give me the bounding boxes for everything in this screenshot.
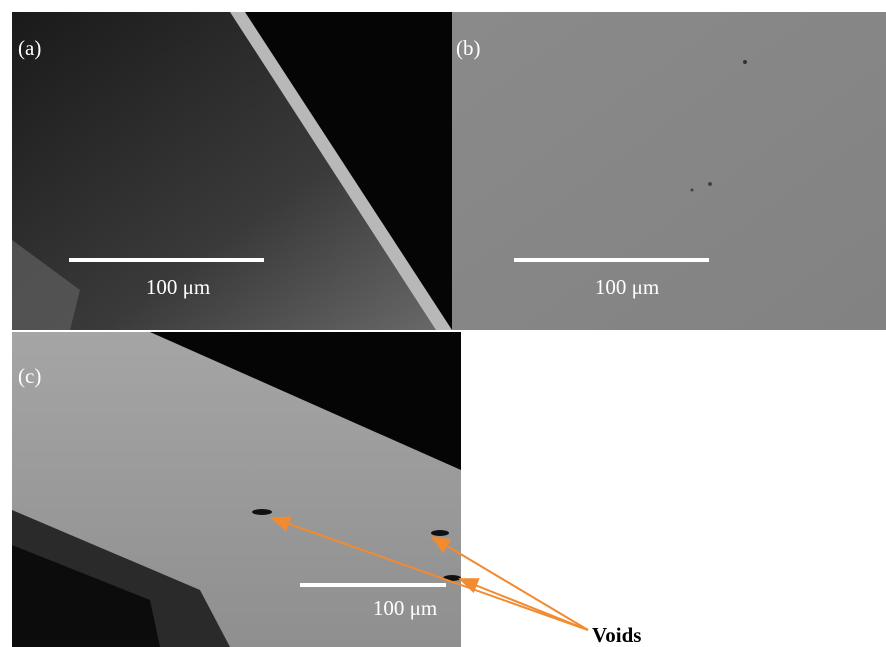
scale-label: 100 μm (146, 275, 210, 299)
annotation: Voids (592, 623, 641, 647)
page: {"panels": [ {"label": "(a)", "scale_bar… (0, 0, 886, 647)
scale-label: 100 μm (373, 596, 437, 620)
panel-label: (a) (18, 36, 41, 60)
figure: 100 μm (a) 100 μm (b) 100 μm (c) Voids (0, 0, 886, 647)
panel-label: (b) (456, 36, 481, 60)
scale-label: 100 μm (595, 275, 659, 299)
panel-c: 100 μm (c) (12, 332, 461, 647)
panel-a: 100 μm (a) (12, 12, 452, 330)
panel-b: 100 μm (b) (452, 12, 886, 330)
panel-label: (c) (18, 364, 41, 388)
